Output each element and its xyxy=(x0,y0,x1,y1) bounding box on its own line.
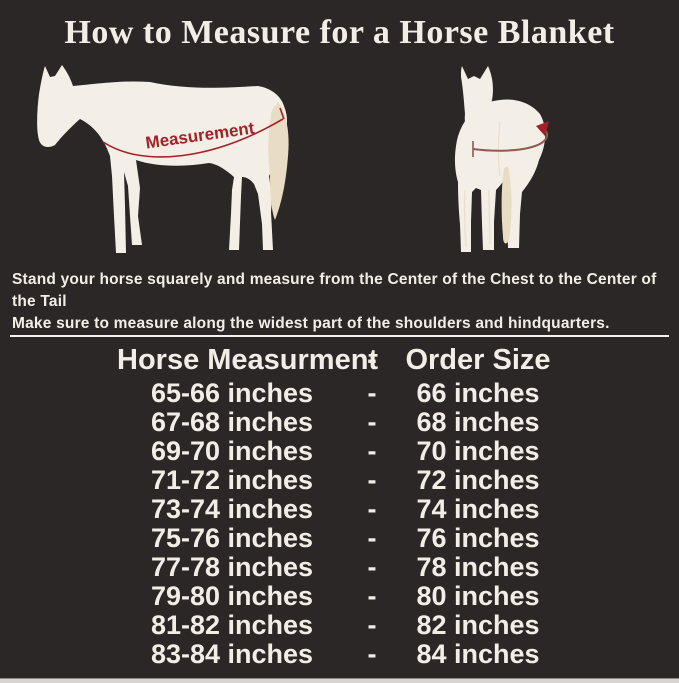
row-measurement: 77-78 inches xyxy=(150,552,314,582)
side-horse-tail xyxy=(268,102,289,220)
row-measurement: 67-68 inches xyxy=(150,407,314,437)
column-header-order-size: Order Size xyxy=(405,344,551,376)
bottom-edge xyxy=(0,678,679,683)
row-separator: - xyxy=(367,581,377,611)
row-separator: - xyxy=(367,407,377,437)
front-horse-diagram xyxy=(454,66,549,252)
header-separator: - xyxy=(367,344,377,376)
side-horse-diagram: Measurement xyxy=(37,65,289,253)
front-horse-head xyxy=(461,66,493,134)
size-chart: Horse Measurment - Order Size 65-66 inch… xyxy=(117,341,559,669)
instructions-line-2: Make sure to measure along the widest pa… xyxy=(12,315,610,332)
row-separator: - xyxy=(367,639,377,669)
row-size: 76 inches xyxy=(416,523,540,553)
row-measurement: 65-66 inches xyxy=(150,378,314,408)
row-separator: - xyxy=(367,523,377,553)
column-header-measurement: Horse Measurment xyxy=(117,344,379,376)
row-size: 70 inches xyxy=(416,436,540,466)
row-measurement: 73-74 inches xyxy=(150,494,314,524)
measurement-arc-end-tick xyxy=(279,107,285,120)
row-size: 84 inches xyxy=(416,639,540,669)
divider-line xyxy=(10,335,669,337)
measuring-instructions: Stand your horse squarely and measure fr… xyxy=(12,269,674,335)
measurement-arc xyxy=(102,118,284,158)
row-measurement: 81-82 inches xyxy=(150,610,314,640)
row-separator: - xyxy=(367,436,377,466)
row-measurement: 79-80 inches xyxy=(150,581,314,611)
row-size: 78 inches xyxy=(416,552,540,582)
row-measurement: 71-72 inches xyxy=(150,465,314,495)
front-horse-tail xyxy=(501,166,512,244)
row-separator: - xyxy=(367,610,377,640)
wrap-line xyxy=(472,130,549,152)
instructions-line-1: Stand your horse squarely and measure fr… xyxy=(12,271,657,310)
side-horse-silhouette xyxy=(37,65,287,253)
row-size: 72 inches xyxy=(416,465,540,495)
row-size: 82 inches xyxy=(416,610,540,640)
row-separator: - xyxy=(367,378,377,408)
row-separator: - xyxy=(367,465,377,495)
row-size: 66 inches xyxy=(416,378,540,408)
row-size: 74 inches xyxy=(416,494,540,524)
row-measurement: 69-70 inches xyxy=(150,436,314,466)
row-size: 80 inches xyxy=(416,581,540,611)
page-title: How to Measure for a Horse Blanket xyxy=(64,14,615,51)
wrap-arrowhead xyxy=(536,121,549,136)
row-separator: - xyxy=(367,494,377,524)
row-measurement: 83-84 inches xyxy=(150,639,314,669)
row-measurement: 75-76 inches xyxy=(150,523,314,553)
row-separator: - xyxy=(367,552,377,582)
row-size: 68 inches xyxy=(416,407,540,437)
